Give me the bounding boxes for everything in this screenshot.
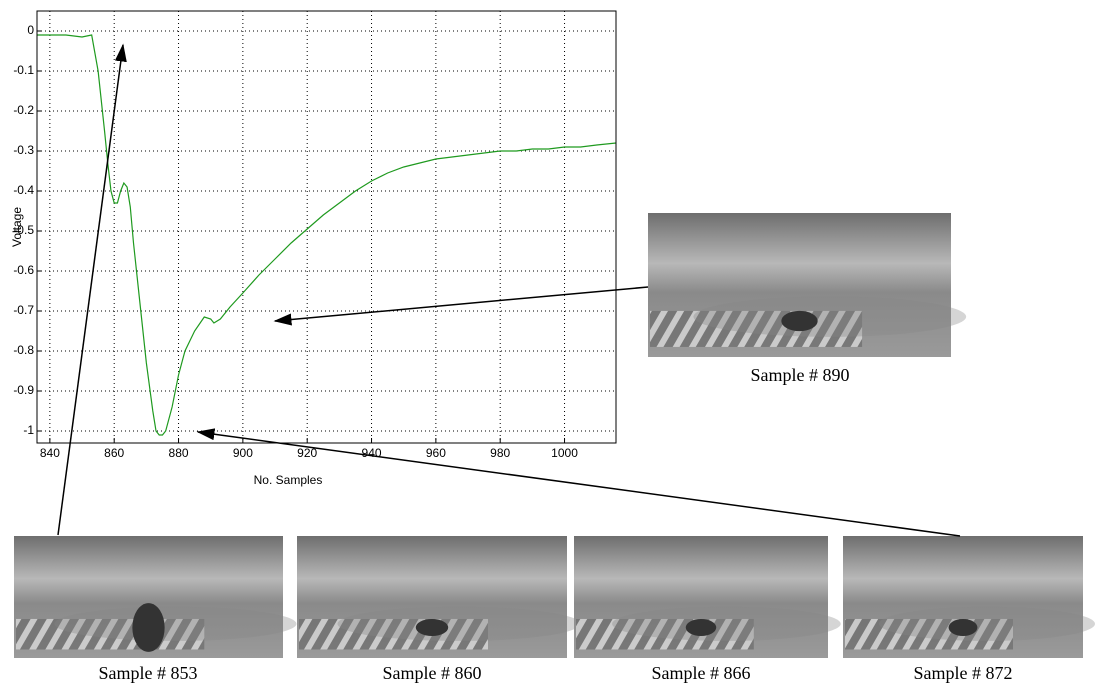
- arrow: [196, 428, 961, 537]
- x-tick-label: 920: [297, 446, 317, 460]
- photo-disk: [54, 606, 297, 641]
- data-line: [37, 34, 617, 436]
- photo-disk: [612, 606, 841, 641]
- arrow: [273, 286, 649, 326]
- photo-drop: [781, 310, 818, 332]
- arrows: [57, 43, 961, 537]
- plot-frame: [36, 10, 617, 444]
- photo: [297, 536, 581, 658]
- photo-stripes: [16, 618, 205, 650]
- x-tick-label: 880: [169, 446, 189, 460]
- y-tick-label: 0: [27, 23, 34, 37]
- y-tick-label: -0.2: [13, 103, 34, 117]
- x-tick-label: 900: [233, 446, 253, 460]
- plot-area: [37, 11, 616, 443]
- y-tick-label: -1: [23, 423, 34, 437]
- photo-caption: Sample # 890: [751, 365, 850, 385]
- photo: [574, 536, 841, 658]
- y-tick-label: -0.1: [13, 63, 34, 77]
- photo-stripes: [299, 618, 488, 650]
- photo-drop: [132, 603, 165, 652]
- x-tick-label: 980: [490, 446, 510, 460]
- photo-caption: Sample # 860: [383, 663, 482, 683]
- y-tick-label: -0.7: [13, 303, 34, 317]
- arrow: [57, 43, 127, 536]
- photos: Sample # 853 Sample # 860 Sample # 866 Samp…: [14, 213, 1095, 683]
- y-tick-label: -0.5: [13, 223, 34, 237]
- y-tick-label: -0.9: [13, 383, 34, 397]
- y-axis-label: Voltage: [10, 207, 24, 247]
- photo-drop: [685, 618, 717, 637]
- x-tick-label: 1000: [551, 446, 578, 460]
- photo-caption: Sample # 866: [652, 663, 751, 683]
- photo-caption: Sample # 872: [914, 663, 1013, 683]
- photo: [14, 536, 297, 658]
- photo-disk: [879, 606, 1095, 641]
- photo-stripes: [576, 618, 754, 650]
- photo-stripes: [650, 310, 863, 347]
- photo-drop: [948, 618, 978, 637]
- x-axis-label: No. Samples: [254, 473, 323, 487]
- x-tick-label: 960: [426, 446, 446, 460]
- photo: [648, 213, 967, 357]
- photo-disk: [693, 296, 967, 337]
- photo-disk: [337, 606, 581, 641]
- photo-drop: [415, 618, 449, 637]
- photo-stripes: [845, 618, 1013, 650]
- y-tick-label: -0.3: [13, 143, 34, 157]
- photo-caption: Sample # 853: [99, 663, 198, 683]
- y-tick-label: -0.6: [13, 263, 34, 277]
- y-tick-label: -0.4: [13, 183, 34, 197]
- x-tick-label: 840: [40, 446, 60, 460]
- plot: 0 -0.1 -0.2 -0.3 -0.4 -0.5 -0.6 -0.7 -0.8 -0.9 -1 8…: [13, 10, 617, 460]
- y-tick-label: -0.8: [13, 343, 34, 357]
- photo: [843, 536, 1095, 658]
- x-tick-label: 940: [362, 446, 382, 460]
- x-tick-label: 860: [104, 446, 124, 460]
